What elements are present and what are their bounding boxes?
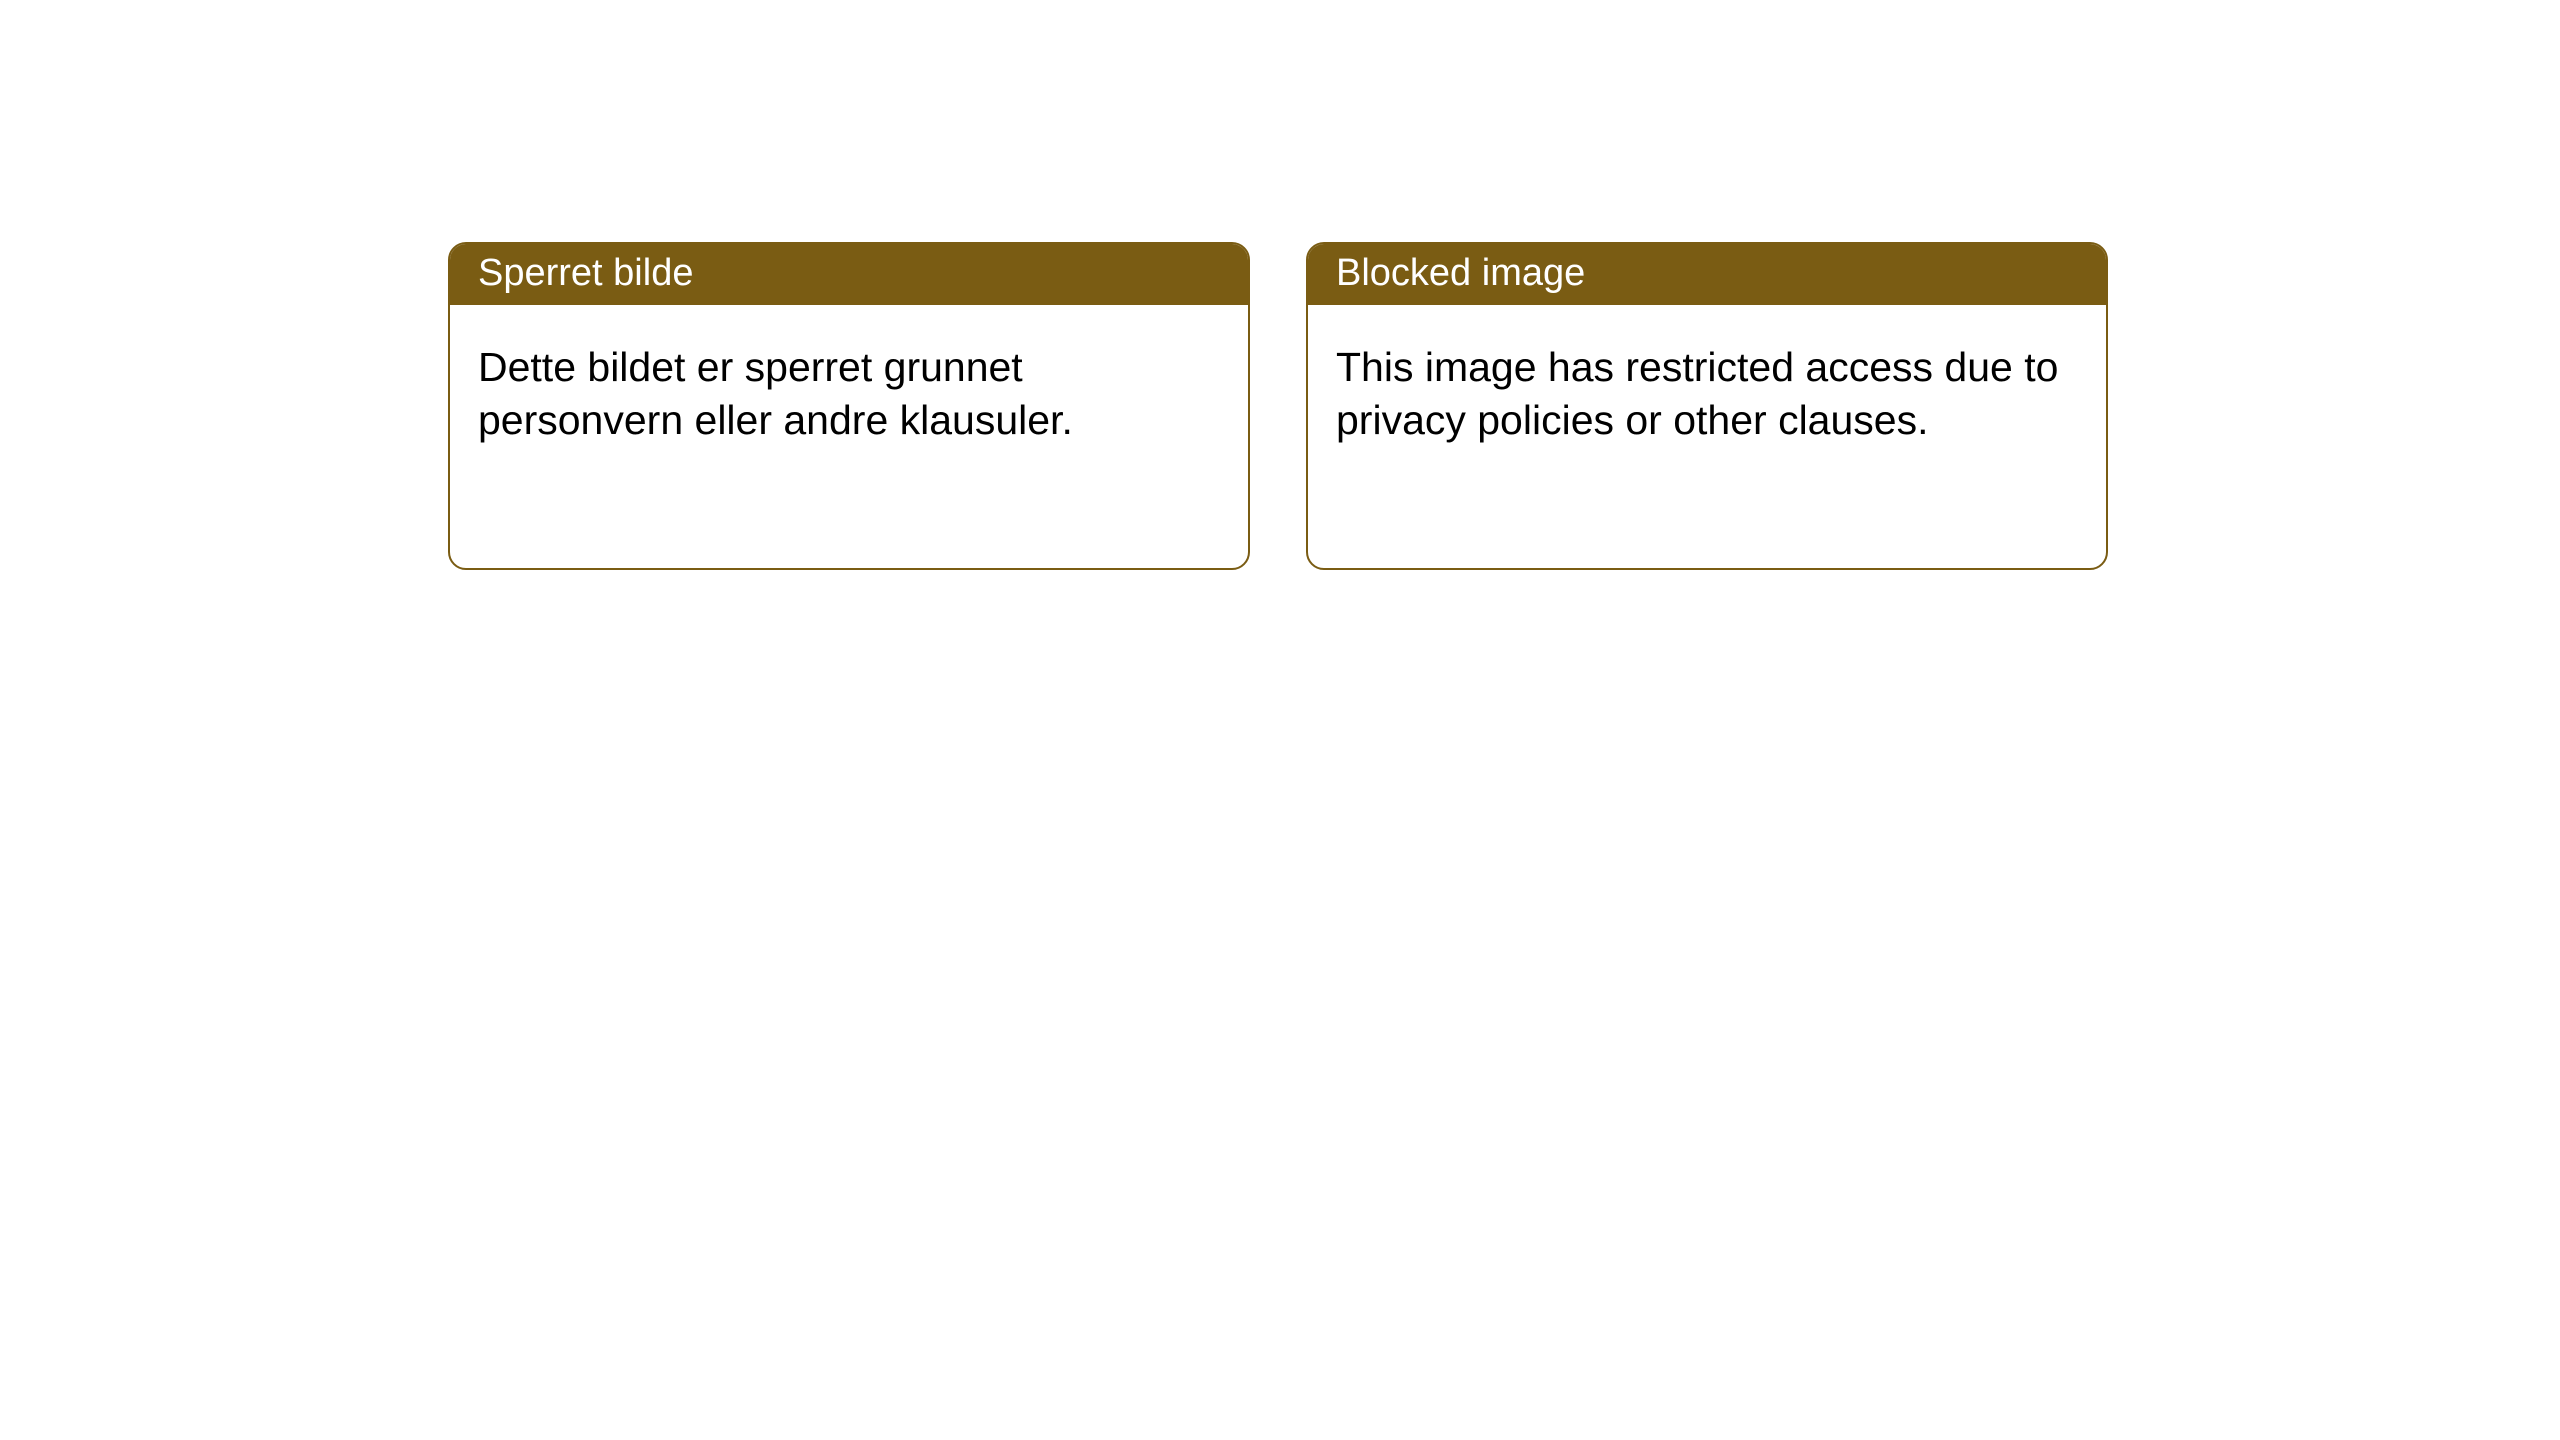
card-body: This image has restricted access due to …	[1308, 305, 2106, 568]
notice-container: Sperret bilde Dette bildet er sperret gr…	[0, 0, 2560, 570]
notice-card-english: Blocked image This image has restricted …	[1306, 242, 2108, 570]
card-body: Dette bildet er sperret grunnet personve…	[450, 305, 1248, 568]
card-header: Sperret bilde	[450, 244, 1248, 305]
notice-card-norwegian: Sperret bilde Dette bildet er sperret gr…	[448, 242, 1250, 570]
card-header: Blocked image	[1308, 244, 2106, 305]
